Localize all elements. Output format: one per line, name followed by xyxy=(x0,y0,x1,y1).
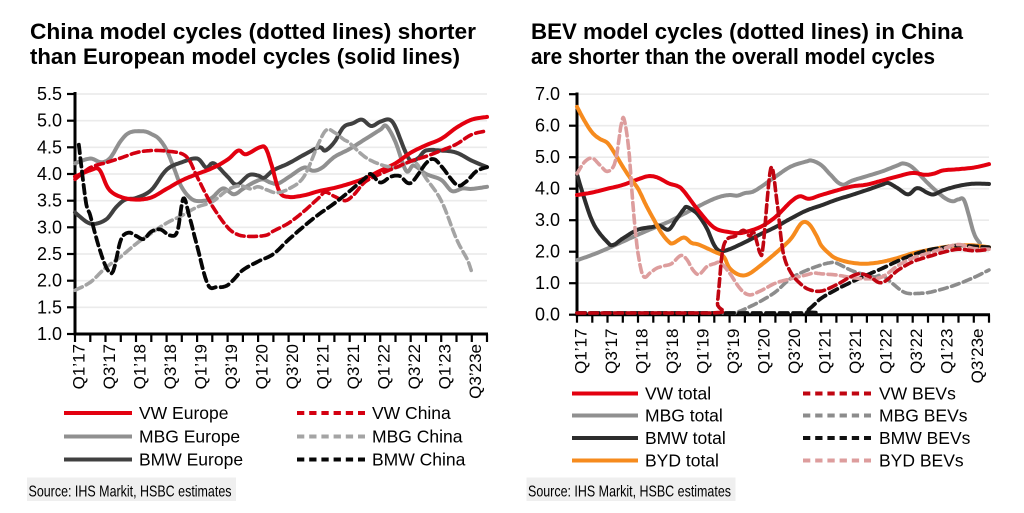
svg-text:2.0: 2.0 xyxy=(535,242,560,262)
svg-text:4.0: 4.0 xyxy=(535,179,560,199)
svg-text:1.0: 1.0 xyxy=(535,273,560,293)
svg-text:are shorter than the overall m: are shorter than the overall model cycle… xyxy=(531,44,935,69)
svg-text:Q3’23e: Q3’23e xyxy=(466,344,485,399)
svg-text:5.0: 5.0 xyxy=(37,111,62,131)
svg-text:3.5: 3.5 xyxy=(37,191,62,211)
svg-text:BYD total: BYD total xyxy=(645,451,719,471)
svg-text:1.0: 1.0 xyxy=(37,324,62,344)
svg-text:Q1’20: Q1’20 xyxy=(252,344,271,389)
svg-text:Q1’22: Q1’22 xyxy=(877,329,896,374)
svg-text:BYD BEVs: BYD BEVs xyxy=(879,451,964,471)
svg-text:3.0: 3.0 xyxy=(37,217,62,237)
svg-text:Source: IHS Markit, HSBC estim: Source: IHS Markit, HSBC estimates xyxy=(528,484,731,501)
svg-text:1.5: 1.5 xyxy=(37,297,62,317)
svg-text:3.0: 3.0 xyxy=(535,210,560,230)
svg-text:VW China: VW China xyxy=(372,403,451,423)
svg-text:than European model cycles (so: than European model cycles (solid lines) xyxy=(30,44,460,69)
svg-text:Q3’17: Q3’17 xyxy=(100,344,119,389)
svg-text:4.0: 4.0 xyxy=(37,164,62,184)
svg-text:Q1’18: Q1’18 xyxy=(632,329,651,374)
svg-text:VW Europe: VW Europe xyxy=(139,403,228,423)
svg-text:4.5: 4.5 xyxy=(37,137,62,157)
svg-text:Q3’22: Q3’22 xyxy=(907,329,926,374)
svg-text:Q3’18: Q3’18 xyxy=(663,329,682,374)
svg-text:Q1’18: Q1’18 xyxy=(130,344,149,389)
svg-text:Q3’23e: Q3’23e xyxy=(968,329,987,384)
svg-text:Q1’19: Q1’19 xyxy=(191,344,210,389)
svg-text:Q3’19: Q3’19 xyxy=(222,344,241,389)
svg-text:Q1’21: Q1’21 xyxy=(816,329,835,374)
svg-text:BMW Europe: BMW Europe xyxy=(139,450,243,470)
svg-text:MBG Europe: MBG Europe xyxy=(139,427,240,447)
svg-text:Q1’20: Q1’20 xyxy=(754,329,773,374)
svg-text:Q1’19: Q1’19 xyxy=(693,329,712,374)
svg-text:Q3’22: Q3’22 xyxy=(405,344,424,389)
svg-text:MBG China: MBG China xyxy=(372,427,463,447)
svg-text:Q1’17: Q1’17 xyxy=(571,329,590,374)
svg-text:BMW BEVs: BMW BEVs xyxy=(879,428,971,448)
svg-text:BMW total: BMW total xyxy=(645,428,726,448)
svg-text:Q3’21: Q3’21 xyxy=(846,329,865,374)
svg-text:BMW China: BMW China xyxy=(372,450,466,470)
svg-text:China model cycles (dotted lin: China model cycles (dotted lines) shorte… xyxy=(30,19,476,44)
svg-text:6.0: 6.0 xyxy=(535,116,560,136)
svg-text:Q1’21: Q1’21 xyxy=(314,344,333,389)
svg-text:Q1’17: Q1’17 xyxy=(69,344,88,389)
svg-text:Q3’20: Q3’20 xyxy=(283,344,302,389)
svg-text:Q3’19: Q3’19 xyxy=(724,329,743,374)
svg-text:VW BEVs: VW BEVs xyxy=(879,384,956,404)
svg-text:2.0: 2.0 xyxy=(37,271,62,291)
svg-text:BEV model cycles (dotted lines: BEV model cycles (dotted lines) in China xyxy=(531,19,964,44)
svg-text:0.0: 0.0 xyxy=(535,305,560,325)
svg-text:7.0: 7.0 xyxy=(535,84,560,104)
svg-text:Q1’22: Q1’22 xyxy=(375,344,394,389)
svg-text:Q3’18: Q3’18 xyxy=(161,344,180,389)
svg-text:Q3’17: Q3’17 xyxy=(602,329,621,374)
svg-text:Q3’21: Q3’21 xyxy=(344,344,363,389)
svg-text:MBG BEVs: MBG BEVs xyxy=(879,406,968,426)
svg-text:5.0: 5.0 xyxy=(535,147,560,167)
svg-text:5.5: 5.5 xyxy=(37,84,62,104)
svg-text:Source: IHS Markit, HSBC estim: Source: IHS Markit, HSBC estimates xyxy=(29,484,232,501)
svg-text:Q1’23: Q1’23 xyxy=(938,329,957,374)
svg-text:MBG total: MBG total xyxy=(645,406,723,426)
svg-text:2.5: 2.5 xyxy=(37,244,62,264)
svg-text:VW total: VW total xyxy=(645,384,711,404)
svg-text:Q3’20: Q3’20 xyxy=(785,329,804,374)
svg-text:Q1’23: Q1’23 xyxy=(436,344,455,389)
